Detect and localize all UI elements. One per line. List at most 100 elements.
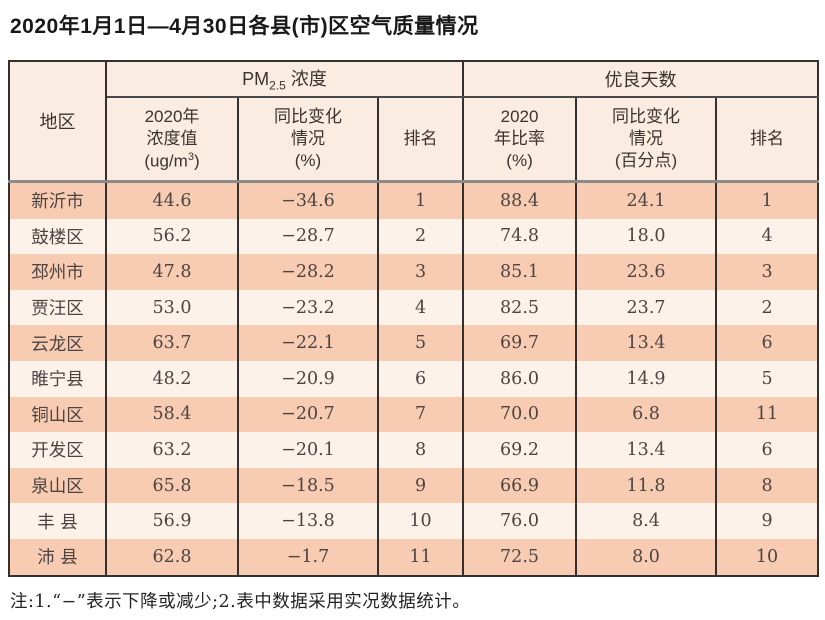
pm-change-cell: −20.1 bbox=[237, 432, 379, 468]
column-header-pm-value: 2020年 浓度值 (ug/m3) bbox=[105, 97, 239, 183]
region-cell: 云龙区 bbox=[8, 325, 107, 361]
pm-change-cell: −18.5 bbox=[237, 467, 379, 504]
pm-value-line2: 浓度值 bbox=[146, 128, 198, 148]
region-cell: 沛 县 bbox=[8, 538, 107, 576]
pm-change-cell: −34.6 bbox=[237, 181, 379, 219]
table-row: 鼓楼区 56.2 −28.7 2 74.8 18.0 4 bbox=[8, 218, 820, 255]
pm-value-unit-sup: 3 bbox=[187, 150, 194, 163]
table-row: 泉山区 65.8 −18.5 9 66.9 11.8 8 bbox=[8, 467, 820, 504]
good-change-cell: 6.8 bbox=[575, 396, 718, 433]
good-rate-cell: 85.1 bbox=[462, 254, 578, 290]
good-rank-cell: 6 bbox=[715, 432, 820, 468]
pm-rank-cell: 1 bbox=[376, 181, 465, 219]
table-row: 丰 县 56.9 −13.8 10 76.0 8.4 9 bbox=[8, 503, 820, 539]
table-row: 邳州市 47.8 −28.2 3 85.1 23.6 3 bbox=[8, 254, 820, 290]
good-rate-cell: 86.0 bbox=[462, 360, 578, 397]
good-rate-line1: 2020 bbox=[500, 106, 539, 126]
table-row: 云龙区 63.7 −22.1 5 69.7 13.4 6 bbox=[8, 325, 820, 361]
table-row: 贾汪区 53.0 −23.2 4 82.5 23.7 2 bbox=[8, 289, 820, 326]
pm-change-line3: (%) bbox=[294, 151, 322, 171]
good-change-cell: 11.8 bbox=[575, 467, 718, 504]
pm-rank-cell: 11 bbox=[376, 538, 465, 576]
pm-label-subscript: 2.5 bbox=[269, 78, 286, 93]
good-rate-cell: 82.5 bbox=[462, 289, 578, 326]
region-cell: 鼓楼区 bbox=[8, 218, 107, 255]
column-group-pm25: PM2.5 浓度 bbox=[104, 61, 465, 98]
column-header-pm-rank: 排名 bbox=[376, 97, 465, 183]
good-rank-cell: 3 bbox=[715, 254, 820, 290]
pm-value-cell: 44.6 bbox=[105, 181, 239, 219]
good-change-cell: 14.9 bbox=[575, 360, 718, 397]
pm-value-line1: 2020年 bbox=[144, 106, 200, 126]
pm-value-cell: 63.2 bbox=[105, 432, 239, 468]
pm-value-cell: 53.0 bbox=[105, 289, 239, 326]
table-row: 开发区 63.2 −20.1 8 69.2 13.4 6 bbox=[8, 432, 820, 468]
column-header-good-change: 同比变化 情况 (百分点) bbox=[575, 97, 718, 183]
good-change-line2: 情况 bbox=[629, 128, 664, 148]
good-change-cell: 8.4 bbox=[575, 503, 718, 539]
pm-value-cell: 62.8 bbox=[105, 538, 239, 576]
good-rank-cell: 10 bbox=[715, 538, 820, 576]
region-cell: 铜山区 bbox=[8, 396, 107, 433]
good-rank-cell: 5 bbox=[715, 360, 820, 397]
page-title: 2020年1月1日—4月30日各县(市)区空气质量情况 bbox=[10, 15, 479, 38]
pm-label: PM bbox=[242, 69, 270, 90]
good-rank-cell: 6 bbox=[715, 325, 820, 361]
pm-change-cell: −20.9 bbox=[237, 360, 379, 397]
pm-value-cell: 56.2 bbox=[105, 218, 239, 255]
pm-rank-cell: 4 bbox=[376, 289, 465, 326]
table-row: 新沂市 44.6 −34.6 1 88.4 24.1 1 bbox=[8, 181, 820, 219]
good-change-line1: 同比变化 bbox=[612, 106, 681, 126]
pm-value-cell: 48.2 bbox=[105, 360, 239, 397]
region-cell: 睢宁县 bbox=[8, 360, 107, 397]
region-cell: 新沂市 bbox=[8, 181, 107, 219]
region-cell: 泉山区 bbox=[8, 467, 107, 504]
good-rank-cell: 8 bbox=[715, 467, 820, 504]
air-quality-table: 地区 PM2.5 浓度 优良天数 2020年 浓度值 (ug/m3) 同比变化 … bbox=[8, 60, 820, 577]
pm-rank-cell: 8 bbox=[376, 432, 465, 468]
pm-value-line3: (ug/m3) bbox=[107, 150, 237, 173]
pm-value-cell: 47.8 bbox=[105, 254, 239, 290]
good-rank-cell: 11 bbox=[715, 396, 820, 433]
good-rank-cell: 9 bbox=[715, 503, 820, 539]
good-rate-cell: 70.0 bbox=[462, 396, 578, 433]
good-rate-line3: (%) bbox=[506, 151, 533, 171]
pm-rank-cell: 10 bbox=[376, 503, 465, 539]
region-cell: 丰 县 bbox=[8, 503, 107, 539]
pm-change-line2: 情况 bbox=[291, 128, 325, 148]
good-rate-cell: 72.5 bbox=[462, 538, 578, 576]
pm-change-cell: −1.7 bbox=[237, 538, 379, 576]
good-change-cell: 13.4 bbox=[575, 325, 718, 361]
column-header-region: 地区 bbox=[8, 61, 107, 183]
pm-label-suffix: 浓度 bbox=[285, 69, 327, 90]
pm-change-cell: −28.7 bbox=[237, 218, 379, 255]
good-rate-line2: 年比率 bbox=[494, 128, 546, 148]
header-sub-row: 2020年 浓度值 (ug/m3) 同比变化 情况 (%) 排名 2020 年比… bbox=[9, 97, 820, 183]
table-header: 地区 PM2.5 浓度 优良天数 2020年 浓度值 (ug/m3) 同比变化 … bbox=[8, 61, 820, 183]
pm-change-line1: 同比变化 bbox=[274, 106, 342, 126]
pm-rank-cell: 5 bbox=[376, 325, 465, 361]
good-change-cell: 23.6 bbox=[575, 254, 718, 290]
good-rate-cell: 88.4 bbox=[462, 181, 578, 219]
pm-rank-cell: 9 bbox=[376, 467, 465, 504]
pm-change-cell: −20.7 bbox=[237, 396, 379, 433]
pm-change-cell: −13.8 bbox=[237, 503, 379, 539]
pm-rank-cell: 7 bbox=[376, 396, 465, 433]
pm-rank-cell: 3 bbox=[376, 254, 465, 290]
column-header-good-rank: 排名 bbox=[715, 97, 820, 183]
pm-value-unit-open: (ug/m bbox=[144, 151, 188, 171]
pm-change-cell: −23.2 bbox=[237, 289, 379, 326]
pm-change-cell: −28.2 bbox=[237, 254, 379, 290]
table-body: 新沂市 44.6 −34.6 1 88.4 24.1 1 鼓楼区 56.2 −2… bbox=[8, 181, 820, 576]
good-rate-cell: 69.2 bbox=[462, 432, 578, 468]
good-change-line3: (百分点) bbox=[614, 151, 678, 171]
good-rank-cell: 2 bbox=[715, 289, 820, 326]
table-row: 沛 县 62.8 −1.7 11 72.5 8.0 10 bbox=[8, 538, 820, 576]
footnote: 注:1.“−”表示下降或减少;2.表中数据采用实况数据统计。 bbox=[10, 592, 471, 612]
pm-change-cell: −22.1 bbox=[237, 325, 379, 361]
good-change-cell: 13.4 bbox=[575, 432, 718, 468]
column-header-good-rate: 2020 年比率 (%) bbox=[462, 97, 578, 183]
good-change-cell: 18.0 bbox=[575, 218, 718, 255]
pm-value-cell: 58.4 bbox=[105, 396, 239, 433]
table-row: 睢宁县 48.2 −20.9 6 86.0 14.9 5 bbox=[8, 360, 820, 397]
